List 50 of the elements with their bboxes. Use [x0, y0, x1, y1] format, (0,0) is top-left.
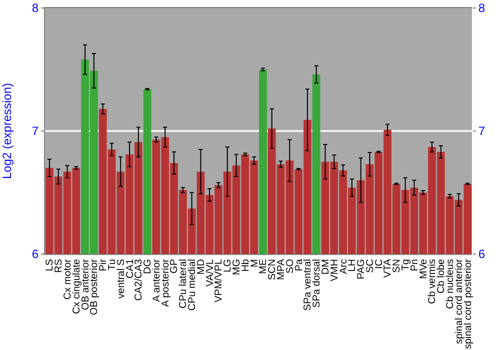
x-tick-label: GP [169, 258, 180, 274]
y2-tick-label: 6 [478, 247, 486, 262]
x-tick-label: CPu medial [187, 259, 198, 311]
x-tick-label: Tu [106, 259, 118, 270]
x-tick-label: SO [284, 258, 296, 274]
x-tick-label: OB anterior [80, 258, 92, 310]
x-tick-label: RS [54, 258, 65, 273]
x-tick-label: SCN [267, 259, 278, 280]
x-tick-label: Tg [400, 259, 412, 271]
x-tick-label: A anterior [151, 258, 162, 302]
x-tick-label: MVe [418, 258, 430, 280]
x-tick-label: LS [44, 258, 56, 272]
x-tick-label: spinal cord posterior [462, 258, 474, 350]
x-tick-label: Cb lobe [436, 258, 448, 294]
x-tick-label: CA1 [124, 258, 136, 278]
y2-tick-label: 7 [478, 124, 486, 138]
x-tick-label: Pir [98, 258, 110, 272]
x-tick-label: spinal cord anterior [454, 258, 465, 344]
x-tick-label: OB posterior [89, 258, 100, 316]
x-tick-label: DG [142, 258, 154, 274]
x-tick-label: VMH [329, 259, 340, 282]
x-tick-label: VPM/VPL [214, 258, 225, 302]
x-tick-label: Cb nucleus [445, 259, 456, 310]
x-tick-label: Arc [338, 259, 350, 274]
y-axis-title: Log2 (expression) [0, 82, 14, 180]
x-tick-label: IC [374, 259, 385, 269]
x-tick-label: MD [196, 259, 207, 275]
x-tick-label: ventral S [116, 258, 127, 298]
x-tick-label: ME [258, 258, 270, 274]
x-tick-label: CA2/CA3 [134, 258, 145, 301]
x-tick-label: Cx motor [62, 258, 74, 300]
x-tick-label: Pa [294, 258, 305, 272]
x-tick-label: LG [222, 258, 234, 272]
y-tick-label: 7 [32, 124, 39, 138]
x-tick-label: SC [364, 259, 376, 273]
x-tick-label: DM [320, 259, 332, 275]
x-tick-label: M [249, 259, 260, 268]
x-tick-label: Pn [409, 259, 420, 272]
x-tick-label: A posterior [160, 258, 172, 307]
y2-tick-label: 8 [478, 1, 486, 16]
x-tick-label: MPA [276, 258, 287, 280]
x-tick-label: VTA [382, 258, 394, 278]
x-tick-label: PAG [356, 258, 368, 280]
x-tick-label: Cx cingulate [71, 258, 82, 314]
x-tick-label: Hb [240, 258, 252, 272]
y-tick-label: 6 [32, 247, 39, 262]
x-tick-label: SPa dorsal [312, 259, 323, 308]
x-tick-label: SN [392, 259, 403, 273]
y-tick-label: 8 [32, 1, 39, 16]
x-tick-label: LH [347, 259, 358, 272]
